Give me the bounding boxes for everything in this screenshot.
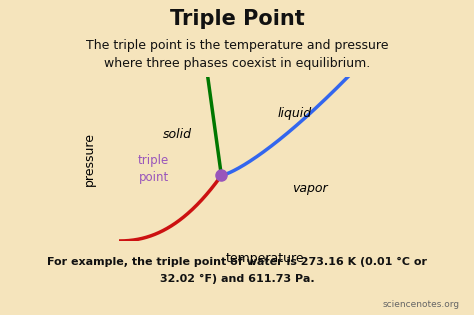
Text: Triple Point: Triple Point bbox=[170, 9, 304, 29]
Text: pressure: pressure bbox=[82, 132, 96, 186]
Text: temperature: temperature bbox=[226, 252, 305, 266]
Text: solid: solid bbox=[163, 128, 192, 141]
Text: sciencenotes.org: sciencenotes.org bbox=[383, 300, 460, 309]
Text: For example, the triple point of water is 273.16 K (0.01 °C or: For example, the triple point of water i… bbox=[47, 257, 427, 267]
Text: vapor: vapor bbox=[292, 182, 328, 195]
Text: triple
point: triple point bbox=[138, 154, 169, 184]
Text: The triple point is the temperature and pressure: The triple point is the temperature and … bbox=[86, 39, 388, 52]
Text: where three phases coexist in equilibrium.: where three phases coexist in equilibriu… bbox=[104, 57, 370, 70]
Text: liquid: liquid bbox=[278, 107, 312, 120]
Text: 32.02 °F) and 611.73 Pa.: 32.02 °F) and 611.73 Pa. bbox=[160, 274, 314, 284]
